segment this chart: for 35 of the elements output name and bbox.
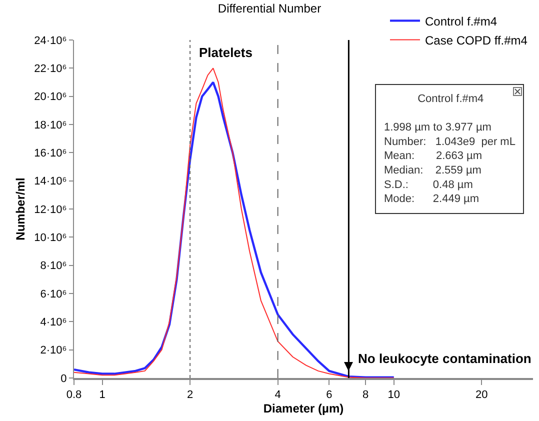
x-tick-label: 20: [476, 389, 488, 402]
y-tick-label: 14·10⁶: [34, 176, 67, 188]
y-tick-label: 16·10⁶: [34, 148, 67, 160]
y-tick-label: 18·10⁶: [34, 119, 67, 132]
annotation: Control f.#m4: [384, 93, 484, 105]
x-tick-label: 8: [362, 389, 369, 402]
x-tick-label: 4: [274, 389, 281, 402]
x-axis-title: Diameter (µm): [263, 402, 344, 416]
y-tick-label: 22·10⁶: [34, 63, 67, 76]
annotation: No leukocyte contamination: [358, 351, 532, 366]
y-tick-label: 6·10⁶: [40, 288, 67, 300]
annotation: 1.998 µm to 3.977 µm: [384, 122, 492, 134]
annotation: Platelets: [199, 45, 252, 60]
annotation: Number: 1.043e9 per mL: [384, 136, 516, 148]
x-tick-label: 10: [388, 389, 400, 402]
legend-label: Case COPD ff.#m4: [425, 33, 528, 48]
annotation: S.D.: 0.48 µm: [384, 178, 473, 191]
y-tick-label: 0: [60, 372, 67, 385]
y-tick-label: 2·10⁶: [40, 344, 67, 357]
x-tick-label: 2: [186, 389, 194, 402]
legend-label: Control f.#m4: [425, 14, 498, 28]
y-tick-label: 10·10⁶: [34, 232, 67, 244]
annotation: Median: 2.559 µm: [384, 164, 482, 176]
y-tick-label: 24·10⁶: [34, 34, 67, 47]
x-tick-label: 0.8: [66, 389, 82, 402]
y-axis-title: Number/ml: [13, 178, 28, 240]
annotation: Mode: 2.449 µm: [384, 193, 479, 206]
chart-title: Differential Number: [218, 2, 322, 16]
y-tick-label: 20·10⁶: [34, 91, 67, 104]
y-tick-label: 8·10⁶: [40, 260, 67, 272]
x-tick-label: 1: [99, 389, 106, 402]
x-tick-label: 6: [326, 389, 332, 402]
annotation: Mean: 2.663 µm: [384, 150, 482, 162]
y-tick-label: 4·10⁶: [40, 316, 67, 329]
y-tick-label: 12·10⁶: [34, 204, 67, 216]
